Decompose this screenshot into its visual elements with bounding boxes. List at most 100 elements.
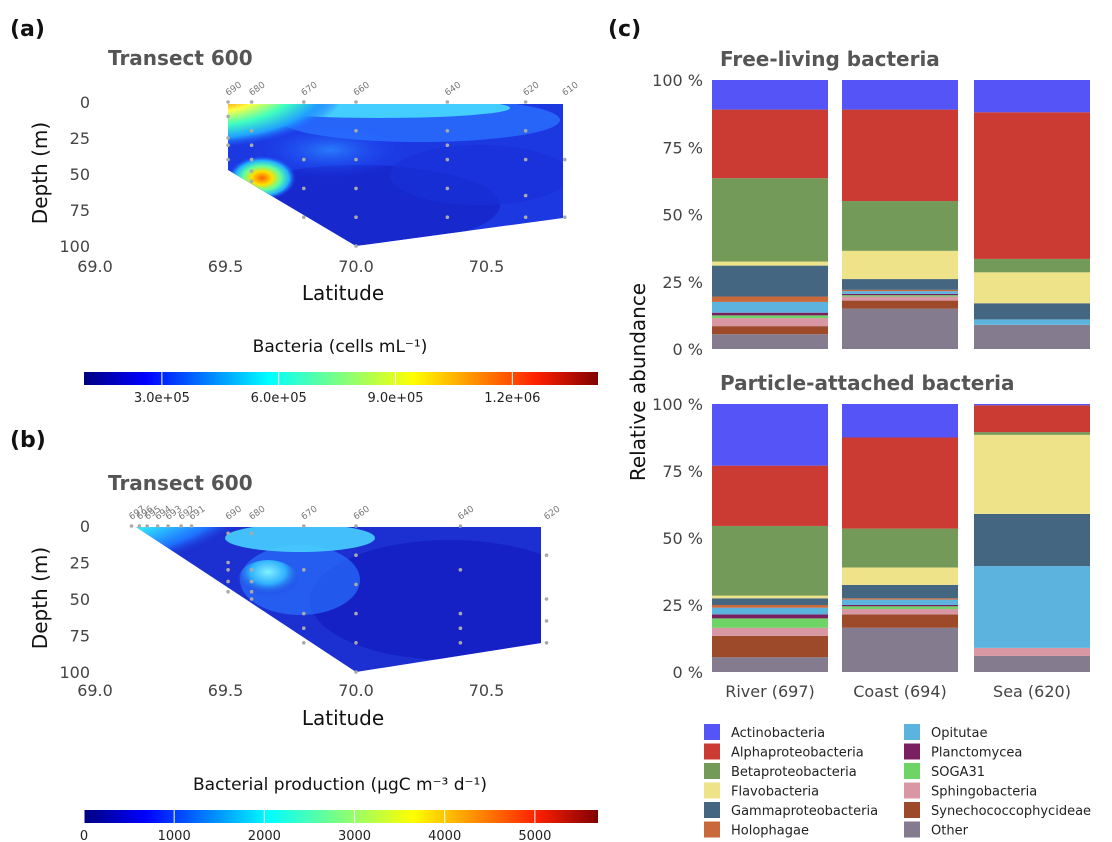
colorbar-b-gradient <box>84 810 598 823</box>
sample-point <box>354 641 358 645</box>
panel-c-ytick: 25 % <box>662 273 703 292</box>
bar-segment-synechococcophycideae <box>712 326 828 335</box>
sample-point <box>458 641 463 645</box>
bar-segment-betaproteobacteria <box>712 525 828 596</box>
panel-a-ytick: 50 <box>70 165 90 184</box>
colorbar-b-tick-label: 4000 <box>428 829 461 842</box>
panel-b-ytick: 25 <box>70 554 90 573</box>
legend: Actinobacteria Alphaproteobacteria Betapro… <box>704 724 1091 839</box>
panel-a-xtick: 70.0 <box>338 257 374 276</box>
sample-point <box>302 568 306 572</box>
legend-swatch-betaproteobacteria <box>704 763 720 779</box>
panel-c-ytick: 100 % <box>652 395 703 414</box>
legend-label-soga31: SOGA31 <box>931 765 985 780</box>
bar-segment-gammaproteobacteria <box>712 265 828 297</box>
panel-a-ytick: 0 <box>80 93 90 112</box>
bar-segment-synechococcophycideae <box>842 300 958 309</box>
bar-segment-actinobacteria <box>712 80 828 110</box>
bar-segment-actinobacteria <box>842 80 958 110</box>
sample-point <box>544 597 549 601</box>
legend-swatch-flavobacteria <box>704 782 720 799</box>
bar-segment-opitutae <box>974 319 1090 325</box>
panel-b-xtick: 70.5 <box>469 681 505 700</box>
colorbar-b-ticks: 0 1000 2000 3000 4000 5000 <box>80 810 551 842</box>
station-label-670: 670 <box>300 80 320 98</box>
panel-b-title: Transect 600 <box>108 471 253 495</box>
station-label-690: 690 <box>224 80 244 98</box>
bar-segment-sphingobacteria <box>712 627 828 636</box>
legend-swatch-actinobacteria <box>704 724 720 740</box>
panel-c-axes: 0 % 25 % 50 % 75 % 100 % 0 % 25 % 50 % 75 % 100 %… <box>652 71 1071 701</box>
sample-point <box>523 100 528 104</box>
sample-point <box>129 524 134 528</box>
bar-segment-opitutae <box>842 599 958 605</box>
sample-point <box>226 100 230 104</box>
legend-label-holophagae: Holophagae <box>731 824 809 839</box>
sample-point <box>458 626 463 630</box>
sample-point <box>354 611 358 616</box>
panel-c-ytick: 100 % <box>652 71 703 90</box>
colorbar-a-gradient <box>84 372 598 385</box>
sample-point <box>249 579 254 584</box>
sample-point <box>563 157 567 162</box>
bar-segment-other <box>974 655 1090 672</box>
sample-point <box>249 568 254 572</box>
bar-segment-flavobacteria <box>842 567 958 585</box>
panel-a-ytick: 25 <box>70 129 90 148</box>
sample-point <box>354 670 358 674</box>
sample-point <box>249 143 254 147</box>
bar-segment-planctomycea <box>842 293 958 296</box>
bar-segment-gammaproteobacteria <box>842 279 958 290</box>
panel-c-ytick: 50 % <box>662 206 703 225</box>
sample-point <box>302 100 306 104</box>
sample-point <box>445 186 450 191</box>
legend-label-betaproteobacteria: Betaproteobacteria <box>731 765 857 780</box>
sample-point <box>354 186 358 191</box>
sample-point <box>563 215 567 219</box>
bar-segment-soga31 <box>842 606 958 610</box>
panel-b-ytick: 75 <box>70 627 90 646</box>
panel-b-ytick: 100 <box>59 663 90 682</box>
panel-c-ylabel: Relative abundance <box>626 283 650 481</box>
panel-b-xtick: 69.5 <box>208 681 244 700</box>
bar-segment-opitutae <box>842 291 958 294</box>
sample-point <box>249 169 254 173</box>
sample-point <box>523 129 528 133</box>
panel-b-xtick: 70.0 <box>338 681 374 700</box>
panel-c-ytick: 75 % <box>662 462 703 481</box>
sample-point <box>354 129 358 133</box>
legend-label-gammaproteobacteria: Gammaproteobacteria <box>731 804 878 819</box>
bar-segment-gammaproteobacteria <box>842 584 958 599</box>
bar-segment-alphaproteobacteria <box>842 437 958 529</box>
sample-point <box>155 524 160 528</box>
bar-segment-holophagae <box>842 289 958 292</box>
colorbar-b-tick-label: 5000 <box>518 829 551 842</box>
bar-segment-alphaproteobacteria <box>974 405 1090 433</box>
panel-label-c: (c) <box>608 17 641 42</box>
sample-point <box>302 524 306 528</box>
sample-point <box>458 568 463 572</box>
station-label-660: 660 <box>352 504 372 522</box>
bar-segment-betaproteobacteria <box>974 258 1090 273</box>
bar-segment-sphingobacteria <box>712 318 828 327</box>
bar-segment-actinobacteria <box>712 404 828 466</box>
colorbar-b-tick-label: 2000 <box>248 829 281 842</box>
legend-label-flavobacteria: Flavobacteria <box>731 785 819 800</box>
panel-a-stations: 690 680 670 660 640 620 610 <box>224 80 581 98</box>
sample-point <box>445 143 450 147</box>
panel-c-group-title-free: Free-living bacteria <box>720 47 940 71</box>
panel-c-category-label: River (697) <box>725 682 815 701</box>
bar-segment-gammaproteobacteria <box>974 513 1090 567</box>
sample-point <box>302 215 306 219</box>
panel-label-b: (b) <box>10 428 46 453</box>
sample-point <box>354 215 358 219</box>
panel-a-xlabel: Latitude <box>302 281 384 305</box>
bar-segment-gammaproteobacteria <box>974 303 1090 320</box>
panel-c-ytick: 50 % <box>662 529 703 548</box>
station-label-680: 680 <box>248 80 268 98</box>
legend-swatch-planctomycea <box>904 743 920 760</box>
panel-c-category-label: Sea (620) <box>993 682 1071 701</box>
colorbar-a-ticks: 3.0e+05 6.0e+05 9.0e+05 1.2e+06 <box>134 372 540 406</box>
